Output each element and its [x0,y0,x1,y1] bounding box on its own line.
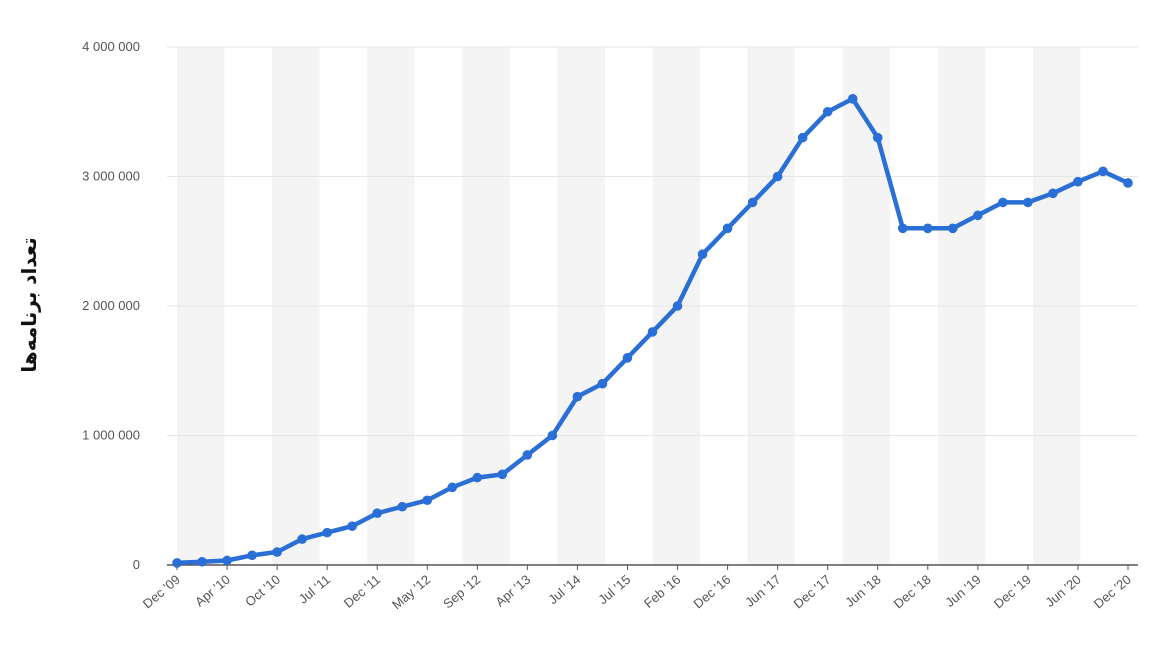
data-point [797,132,808,143]
y-tick-label: 1 000 000 [82,428,140,443]
data-point [1123,178,1133,188]
series-points [172,94,1133,568]
data-point [247,550,257,561]
data-point [172,558,182,568]
data-point [697,249,708,259]
y-tick-label: 3 000 000 [82,169,140,184]
x-axis-ticks: Dec '09 Apr '10 Oct '10 Jul '11 Dec '11 May '… [140,565,1134,612]
x-tick-label: Dec '09 [140,572,183,612]
data-point [897,223,908,234]
data-point [497,469,508,480]
x-tick-label: Dec '16 [690,572,733,612]
data-point [222,555,232,566]
x-tick-label: Jun '19 [942,572,983,610]
data-point [347,521,357,531]
data-point [948,223,958,234]
x-tick-label: Jul '14 [545,572,583,607]
x-tick-label: Apr '13 [492,572,533,610]
data-point [747,197,758,208]
x-tick-label: Dec '20 [1091,572,1134,612]
x-tick-label: Jun '18 [842,572,883,610]
data-point [572,391,583,402]
data-point [272,547,282,557]
data-point [197,556,207,567]
x-tick-label: Dec '11 [341,572,383,611]
data-point [422,495,433,506]
data-point [1048,188,1058,199]
data-point [922,223,933,234]
x-tick-label: Jun '17 [742,572,783,610]
data-point [973,210,983,221]
x-tick-label: Dec '18 [891,572,934,612]
gridlines [167,46,1138,436]
data-point [597,378,608,389]
x-tick-label: Oct '10 [242,572,283,610]
data-point [1023,197,1033,208]
x-tick-label: Jul '15 [595,572,633,607]
data-point [472,472,483,483]
data-point [822,106,833,117]
y-axis-title: تعداد برنامه‌ها [17,237,41,372]
data-point [772,171,783,182]
x-tick-label: Dec '19 [991,572,1034,612]
data-point [647,327,658,337]
data-point [522,450,533,460]
x-tick-label: Jun '20 [1042,572,1083,610]
data-point [322,527,332,538]
y-tick-label: 0 [133,557,140,572]
x-tick-label: Dec '17 [791,572,834,612]
data-point [547,430,558,441]
data-point [672,301,683,311]
data-point [372,508,383,518]
y-tick-label: 2 000 000 [82,298,140,313]
data-point [297,534,307,544]
data-point [722,223,733,234]
x-tick-label: May '12 [389,572,433,612]
data-point [622,353,633,363]
x-tick-label: Jul '11 [296,572,333,607]
data-point [397,501,408,512]
y-axis-ticks: 0 1 000 000 2 000 000 3 000 000 4 000 000 [82,39,140,572]
data-point [447,482,458,493]
data-point [872,132,883,143]
data-point [847,94,858,104]
x-tick-label: Feb '16 [641,572,684,611]
x-tick-label: Sep '12 [440,572,483,612]
data-point [1073,176,1083,187]
data-point [998,197,1008,208]
y-tick-label: 4 000 000 [82,39,140,54]
x-tick-label: Apr '10 [192,572,233,610]
data-point [1098,166,1108,177]
